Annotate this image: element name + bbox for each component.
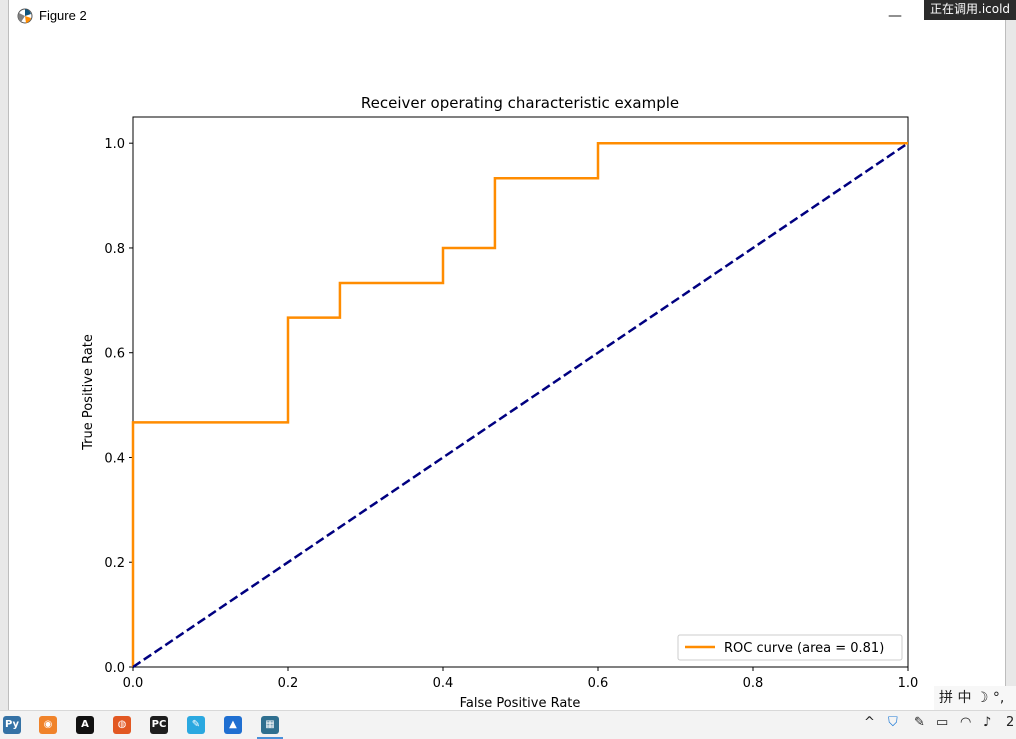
legend: ROC curve (area = 0.81) [677,634,903,661]
x-tick-label-3: 0.6 [588,676,609,691]
background-desktop-left [0,0,10,710]
y-tick-label-1: 0.2 [104,556,125,571]
y-tick-label-4: 0.8 [104,242,125,257]
legend-box [677,634,903,661]
y-tick-label-5: 1.0 [104,137,125,152]
taskbar-app-python-figure-icon[interactable]: ▦ [261,716,279,734]
ime-text: 拼 中 ☽ °, [939,690,1005,706]
taskbar-app-pycharm-icon[interactable]: PC [150,716,168,734]
minimize-button[interactable]: — [888,8,902,24]
chart-title: Receiver operating characteristic exampl… [361,94,679,112]
title-bar[interactable]: Figure 2 — ☐ ✕ [9,0,1005,32]
taskbar-active-indicator [257,737,283,739]
taskbar: Py ◉ A ◍ PC ✎ ▲ ▦ ^ ⛉ ✎ ▭ ◠ ♪ 2 [0,710,1016,739]
plot-area [132,116,909,668]
window-title: Figure 2 [39,8,87,23]
roc-curve-line [131,141,908,667]
matplotlib-icon [17,8,33,24]
tray-chevron-icon[interactable]: ^ [864,715,875,730]
notification-tooltip: 正在调用.icold [924,0,1016,20]
x-axis-label: False Positive Rate [460,696,581,710]
x-tick-label-5: 1.0 [898,676,919,691]
volume-icon[interactable]: ♪ [983,715,992,730]
network-card-icon[interactable]: ▭ [936,715,949,730]
x-tick-label-2: 0.4 [433,676,454,691]
taskbar-app-app-chart-icon[interactable]: ▲ [224,716,242,734]
shield-icon[interactable]: ⛉ [888,715,898,730]
wifi-icon[interactable]: ◠ [960,715,972,730]
legend-label-roc: ROC curve (area = 0.81) [724,641,884,656]
taskbar-app-app-feather-icon[interactable]: ✎ [187,716,205,734]
y-tick-label-3: 0.6 [104,347,125,362]
x-tick-label-4: 0.8 [743,676,764,691]
taskbar-app-python-launcher-icon[interactable]: Py [3,716,21,734]
x-tick-label-0: 0.0 [123,676,144,691]
clock[interactable]: 2 [1006,715,1015,730]
taskbar-app-app-a-icon[interactable]: A [76,716,94,734]
taskbar-app-app-orange-icon[interactable]: ◉ [39,716,57,734]
ime-indicator[interactable]: 拼 中 ☽ °, [934,686,1016,710]
roc-chart: Receiver operating characteristic exampl… [81,94,919,710]
pen-icon[interactable]: ✎ [914,715,925,730]
y-axis-label: True Positive Rate [81,334,96,451]
y-tick-label-2: 0.4 [104,451,125,466]
background-desktop-right [1006,0,1016,710]
y-tick-label-0: 0.0 [104,661,125,676]
x-tick-label-1: 0.2 [278,676,299,691]
taskbar-app-firefox-icon[interactable]: ◍ [113,716,131,734]
